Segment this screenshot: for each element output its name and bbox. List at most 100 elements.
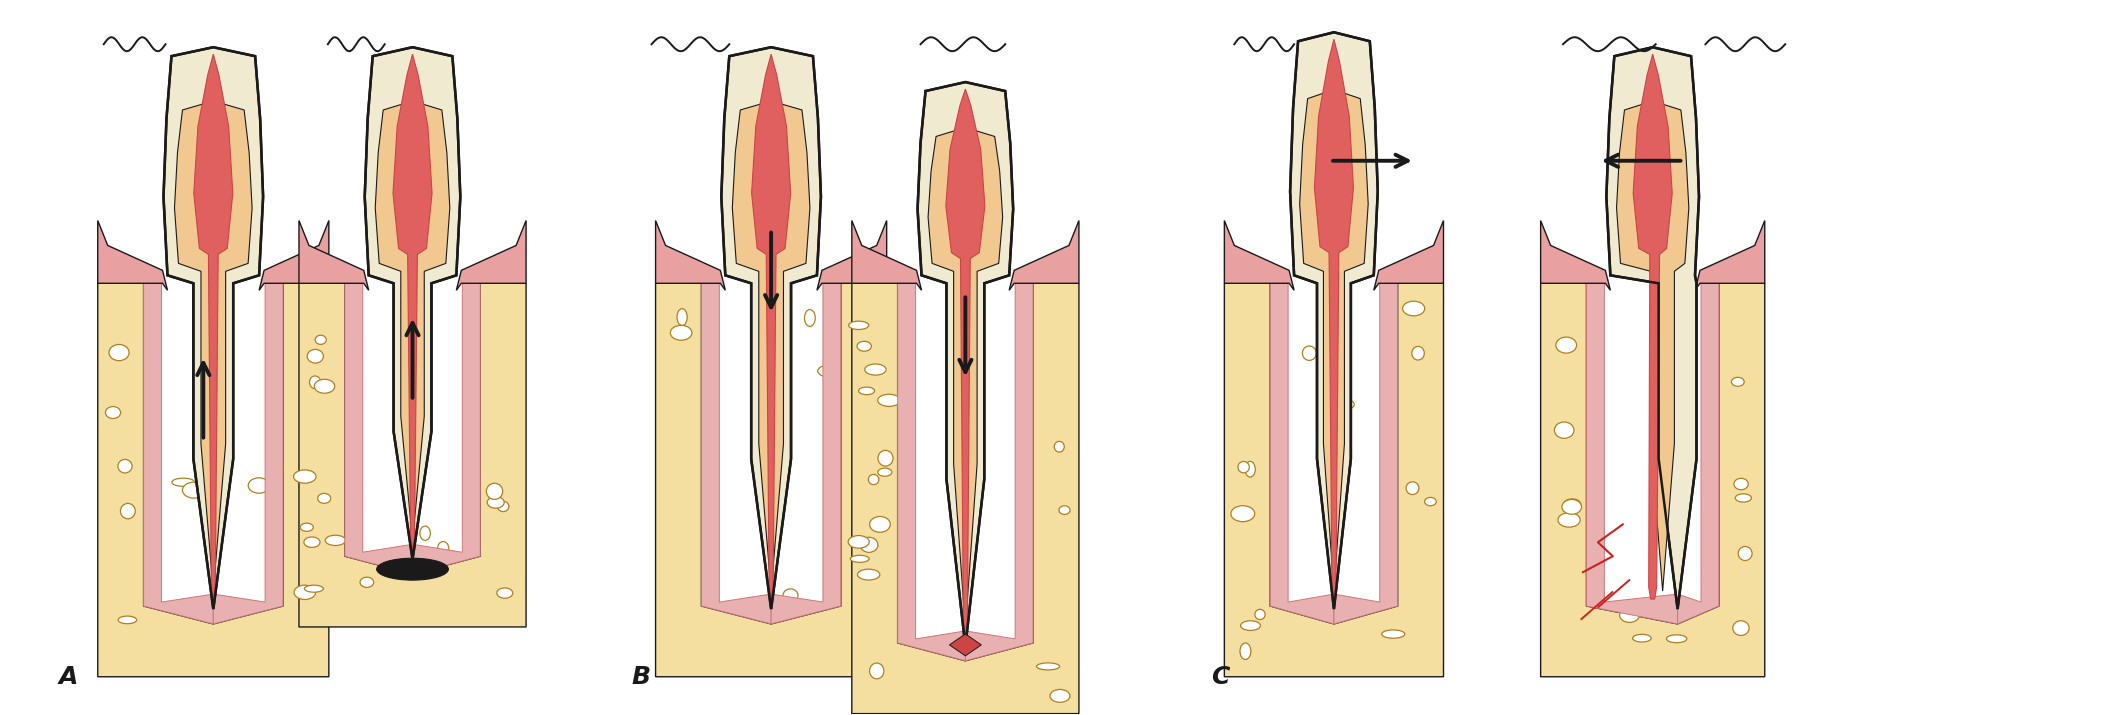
Polygon shape <box>1374 220 1444 290</box>
Polygon shape <box>721 47 820 609</box>
Ellipse shape <box>1632 634 1651 642</box>
Polygon shape <box>918 82 1013 646</box>
Ellipse shape <box>1562 500 1582 514</box>
Ellipse shape <box>1620 608 1639 623</box>
Polygon shape <box>214 283 284 624</box>
Polygon shape <box>193 54 233 599</box>
Ellipse shape <box>1232 506 1255 522</box>
Ellipse shape <box>878 468 893 476</box>
Polygon shape <box>346 283 413 574</box>
Polygon shape <box>929 127 1003 628</box>
Ellipse shape <box>782 589 797 602</box>
Ellipse shape <box>1558 513 1579 527</box>
Ellipse shape <box>1049 689 1071 702</box>
Ellipse shape <box>420 526 430 541</box>
Ellipse shape <box>119 616 136 623</box>
Ellipse shape <box>1037 663 1060 670</box>
Polygon shape <box>655 283 886 677</box>
Ellipse shape <box>818 365 837 377</box>
Polygon shape <box>965 283 1032 661</box>
Ellipse shape <box>1732 378 1745 386</box>
Ellipse shape <box>859 387 876 395</box>
Ellipse shape <box>307 350 324 363</box>
Ellipse shape <box>182 482 206 498</box>
Polygon shape <box>897 283 965 661</box>
Ellipse shape <box>1666 635 1688 643</box>
Polygon shape <box>375 101 449 541</box>
Polygon shape <box>1314 39 1353 599</box>
Ellipse shape <box>848 321 869 330</box>
Ellipse shape <box>676 309 687 325</box>
Ellipse shape <box>293 470 316 483</box>
Ellipse shape <box>1238 461 1249 473</box>
Ellipse shape <box>269 592 280 603</box>
Polygon shape <box>174 101 252 591</box>
Polygon shape <box>163 47 263 609</box>
Polygon shape <box>1291 32 1378 609</box>
Ellipse shape <box>1382 630 1406 638</box>
Polygon shape <box>816 220 886 290</box>
Ellipse shape <box>1403 301 1425 316</box>
Text: C: C <box>1211 665 1230 689</box>
Ellipse shape <box>119 460 131 473</box>
Polygon shape <box>772 283 842 624</box>
Polygon shape <box>144 283 214 624</box>
Polygon shape <box>1632 54 1673 599</box>
Ellipse shape <box>670 325 691 340</box>
Polygon shape <box>365 47 460 559</box>
Ellipse shape <box>316 335 326 345</box>
Ellipse shape <box>377 558 449 580</box>
Ellipse shape <box>172 478 195 486</box>
Ellipse shape <box>861 538 878 553</box>
Ellipse shape <box>865 364 886 375</box>
Ellipse shape <box>324 536 346 546</box>
Ellipse shape <box>1302 346 1317 360</box>
Ellipse shape <box>360 577 373 588</box>
Ellipse shape <box>1244 461 1255 477</box>
Ellipse shape <box>803 310 816 327</box>
Ellipse shape <box>303 537 320 548</box>
Ellipse shape <box>969 516 977 526</box>
Ellipse shape <box>848 536 869 548</box>
Ellipse shape <box>1425 498 1435 506</box>
Polygon shape <box>299 283 526 627</box>
Ellipse shape <box>496 588 513 598</box>
Polygon shape <box>1677 283 1719 624</box>
Ellipse shape <box>1336 399 1355 410</box>
Ellipse shape <box>305 585 324 592</box>
Polygon shape <box>299 220 369 290</box>
Ellipse shape <box>1565 499 1582 509</box>
Ellipse shape <box>1556 337 1577 353</box>
Polygon shape <box>1300 89 1367 591</box>
Ellipse shape <box>1554 422 1573 438</box>
Polygon shape <box>1586 283 1677 624</box>
Polygon shape <box>852 220 922 290</box>
Text: B: B <box>632 665 651 689</box>
Ellipse shape <box>869 516 890 532</box>
Ellipse shape <box>850 556 869 562</box>
Ellipse shape <box>878 450 893 466</box>
Ellipse shape <box>856 341 871 351</box>
Text: A: A <box>59 665 78 689</box>
Ellipse shape <box>108 345 129 360</box>
Polygon shape <box>1541 220 1611 290</box>
Polygon shape <box>1270 283 1333 624</box>
Ellipse shape <box>856 569 880 580</box>
Ellipse shape <box>498 501 509 511</box>
Polygon shape <box>456 220 526 290</box>
Ellipse shape <box>1240 621 1261 631</box>
Ellipse shape <box>1054 441 1064 452</box>
Ellipse shape <box>485 483 502 499</box>
Polygon shape <box>852 283 1079 714</box>
Ellipse shape <box>1240 643 1251 659</box>
Polygon shape <box>1541 283 1764 677</box>
Ellipse shape <box>314 379 335 393</box>
Ellipse shape <box>869 475 880 485</box>
Ellipse shape <box>878 394 901 406</box>
Ellipse shape <box>1732 621 1749 636</box>
Polygon shape <box>950 634 982 656</box>
Polygon shape <box>731 101 810 591</box>
Ellipse shape <box>1736 494 1751 502</box>
Ellipse shape <box>310 376 320 388</box>
Polygon shape <box>655 220 725 290</box>
